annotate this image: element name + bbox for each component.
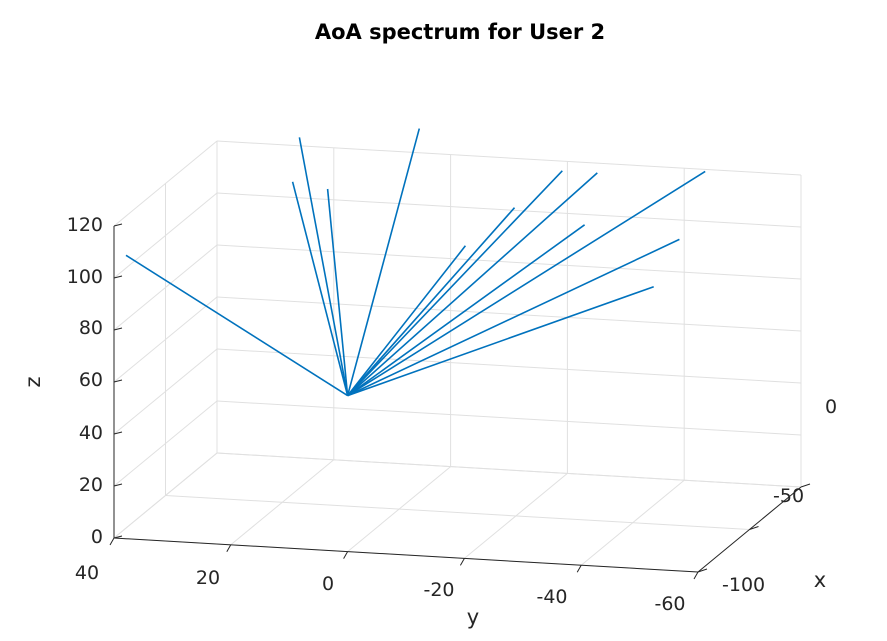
y-tick-label: 0 xyxy=(322,573,334,595)
back-wall-grid-line xyxy=(216,348,802,384)
x-axis-label: x xyxy=(814,568,826,592)
side-wall-grid-line xyxy=(113,140,218,227)
side-wall-grid-line xyxy=(113,192,218,279)
side-wall-grid-line xyxy=(113,348,218,435)
z-tick-mark xyxy=(113,379,123,383)
x-tick-labels: 0 -50 -100 xyxy=(722,396,837,596)
ray-line xyxy=(347,224,586,397)
z-axis-label: z xyxy=(21,376,45,387)
z-tick-label: 120 xyxy=(67,214,103,236)
x-tick-label: -100 xyxy=(722,574,765,596)
floor-grid-line xyxy=(347,466,451,552)
y-tick-label: -40 xyxy=(536,586,567,608)
floor-grid-line xyxy=(165,495,750,530)
chart-title: AoA spectrum for User 2 xyxy=(315,20,605,44)
z-tick-label: 100 xyxy=(67,266,103,288)
ray-line xyxy=(346,128,421,396)
back-wall-grid-line xyxy=(216,244,802,280)
z-tick-label: 0 xyxy=(91,526,103,548)
back-wall-grid-line xyxy=(216,192,802,228)
ray-series xyxy=(125,128,706,397)
x-tick-mark xyxy=(749,526,759,530)
ray-line xyxy=(291,181,349,396)
ray-line xyxy=(347,285,654,397)
y-tick-mark xyxy=(693,571,699,580)
z-tick-mark xyxy=(113,223,123,227)
z-tick-label: 40 xyxy=(79,422,103,444)
back-wall-grid-line xyxy=(216,452,802,488)
floor-grid-line xyxy=(580,479,685,566)
z-tick-label: 60 xyxy=(79,369,103,391)
ray-line xyxy=(347,207,516,397)
z-tick-mark xyxy=(113,275,123,279)
y-tick-labels: 40 20 0 -20 -40 -60 xyxy=(75,562,686,615)
y-tick-mark xyxy=(576,564,582,573)
ray-line xyxy=(125,254,349,397)
y-tick-label: 20 xyxy=(196,567,220,589)
ray-line xyxy=(326,188,349,396)
y-axis-label: y xyxy=(467,605,479,629)
back-wall-grid-line xyxy=(216,296,802,332)
z-tick-mark xyxy=(113,431,123,435)
z-tick-labels: 0 20 40 60 80 100 120 xyxy=(67,214,103,548)
side-wall-grid-line xyxy=(113,400,218,487)
y-tick-mark xyxy=(343,551,349,559)
x-tick-label: -50 xyxy=(773,485,804,507)
axis-lines xyxy=(109,223,811,580)
y-tick-label: 40 xyxy=(75,562,99,584)
z-tick-label: 20 xyxy=(79,474,103,496)
y-axis-line xyxy=(113,537,699,573)
z-tick-label: 80 xyxy=(79,317,103,339)
side-wall-grid-line xyxy=(113,244,218,331)
y-tick-mark xyxy=(226,544,232,553)
y-tick-mark xyxy=(459,558,465,566)
z-tick-mark xyxy=(113,327,123,331)
back-wall-grid-line xyxy=(216,400,802,436)
ray-line xyxy=(347,170,563,397)
floor-grid-line xyxy=(230,459,335,546)
x-tick-mark xyxy=(800,483,811,488)
z-tick-mark xyxy=(113,535,123,539)
y-tick-label: -20 xyxy=(423,579,454,601)
side-wall-grid-line xyxy=(113,452,218,539)
ray-line xyxy=(298,137,349,396)
x-tick-label: 0 xyxy=(825,396,837,418)
floor-grid-line xyxy=(464,473,568,559)
y-tick-mark xyxy=(109,537,115,546)
ray-line xyxy=(347,170,706,397)
ray-line xyxy=(347,238,680,397)
y-tick-label: -60 xyxy=(654,593,685,615)
z-tick-mark xyxy=(113,483,123,487)
side-wall-grid-line xyxy=(113,296,218,383)
ray-line xyxy=(347,172,598,397)
x-tick-mark xyxy=(697,568,708,573)
back-wall-grid-line xyxy=(216,140,802,176)
ray-line xyxy=(346,245,467,397)
